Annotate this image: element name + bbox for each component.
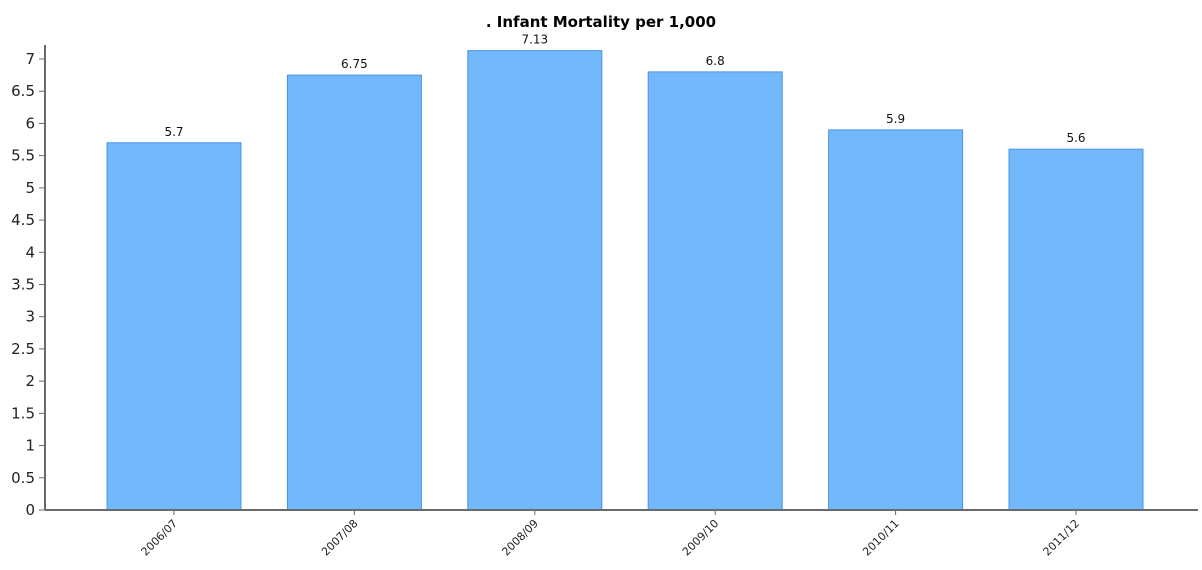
- bar: [828, 129, 964, 511]
- y-tick-label: 2.5: [11, 340, 35, 358]
- y-tick-label: 4.5: [11, 211, 35, 229]
- x-axis-ticks: 2006/07 2007/08 2008/09 2009/10 2010/11 2011/…: [139, 510, 1083, 559]
- y-tick-label: 6.5: [11, 82, 35, 100]
- data-labels: 5.7 6.75 7.13 6.8 5.9 5.6: [164, 33, 1085, 146]
- y-tick-label: 5.5: [11, 147, 35, 165]
- bar: [467, 50, 603, 511]
- y-tick-label: 1.5: [11, 404, 35, 422]
- x-tick-label: 2009/10: [680, 517, 722, 559]
- data-label: 5.6: [1066, 131, 1085, 145]
- y-tick-label: 6: [25, 114, 35, 132]
- y-tick-label: 3: [25, 308, 35, 326]
- x-tick-label: 2010/11: [860, 517, 902, 559]
- data-label: 6.75: [341, 57, 368, 71]
- y-tick-label: 0.5: [11, 469, 35, 487]
- y-tick-label: 2: [25, 372, 35, 390]
- y-tick-label: 1: [25, 437, 35, 455]
- bar: [647, 71, 783, 511]
- data-label: 7.13: [521, 33, 548, 47]
- y-tick-label: 3.5: [11, 276, 35, 294]
- x-tick-label: 2008/09: [499, 517, 541, 559]
- data-label: 5.9: [886, 112, 905, 126]
- y-tick-label: 5: [25, 179, 35, 197]
- y-axis-ticks: 0 0.5 1 1.5 2 2.5 3 3.5 4 4.5 5 5.5 6 6.5 7: [11, 50, 45, 519]
- x-tick-label: 2011/12: [1041, 517, 1083, 559]
- x-tick-label: 2007/08: [319, 517, 361, 559]
- bars: [106, 50, 1144, 511]
- chart-title: . Infant Mortality per 1,000: [486, 13, 716, 31]
- y-tick-label: 7: [25, 50, 35, 68]
- y-tick-label: 4: [25, 243, 35, 261]
- bar: [286, 74, 422, 511]
- bar: [1008, 148, 1144, 511]
- y-tick-label: 0: [25, 501, 35, 519]
- data-label: 6.8: [706, 54, 725, 68]
- bar: [106, 142, 242, 511]
- x-tick-label: 2006/07: [139, 517, 181, 559]
- data-label: 5.7: [164, 125, 183, 139]
